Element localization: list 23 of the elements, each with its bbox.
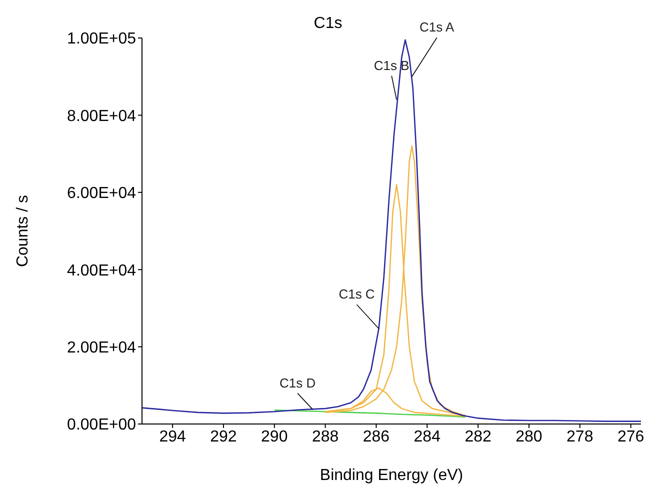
x-tick-label: 294 bbox=[159, 428, 186, 446]
x-tick-label: 276 bbox=[617, 428, 644, 446]
chart-title: C1s bbox=[314, 15, 342, 32]
y-tick-label: 6.00E+04 bbox=[67, 185, 136, 202]
x-tick-label: 288 bbox=[312, 428, 339, 446]
annotation: C1s A bbox=[420, 20, 455, 35]
annotation: C1s C bbox=[338, 286, 375, 302]
x-tick-label: 280 bbox=[516, 428, 542, 446]
y-tick-label: 4.00E+04 bbox=[67, 262, 136, 280]
y-tick-label: 8.00E+04 bbox=[67, 108, 136, 125]
x-tick-label: 278 bbox=[566, 428, 594, 446]
y-axis-title: Counts / s bbox=[14, 194, 32, 268]
annotation: C1s B bbox=[374, 58, 410, 73]
x-tick-label: 290 bbox=[261, 428, 288, 446]
annotation: C1s D bbox=[280, 375, 316, 390]
x-tick-label: 292 bbox=[210, 428, 237, 446]
y-tick-label: 1.00E+05 bbox=[67, 30, 136, 48]
x-axis-title: Binding Energy (eV) bbox=[320, 467, 464, 484]
x-tick-label: 284 bbox=[414, 428, 441, 446]
y-tick-label: 2.00E+04 bbox=[67, 339, 136, 356]
x-tick-label: 286 bbox=[362, 428, 390, 446]
x-tick-label: 282 bbox=[464, 428, 492, 446]
y-tick-label: 0.00E+00 bbox=[67, 416, 136, 434]
